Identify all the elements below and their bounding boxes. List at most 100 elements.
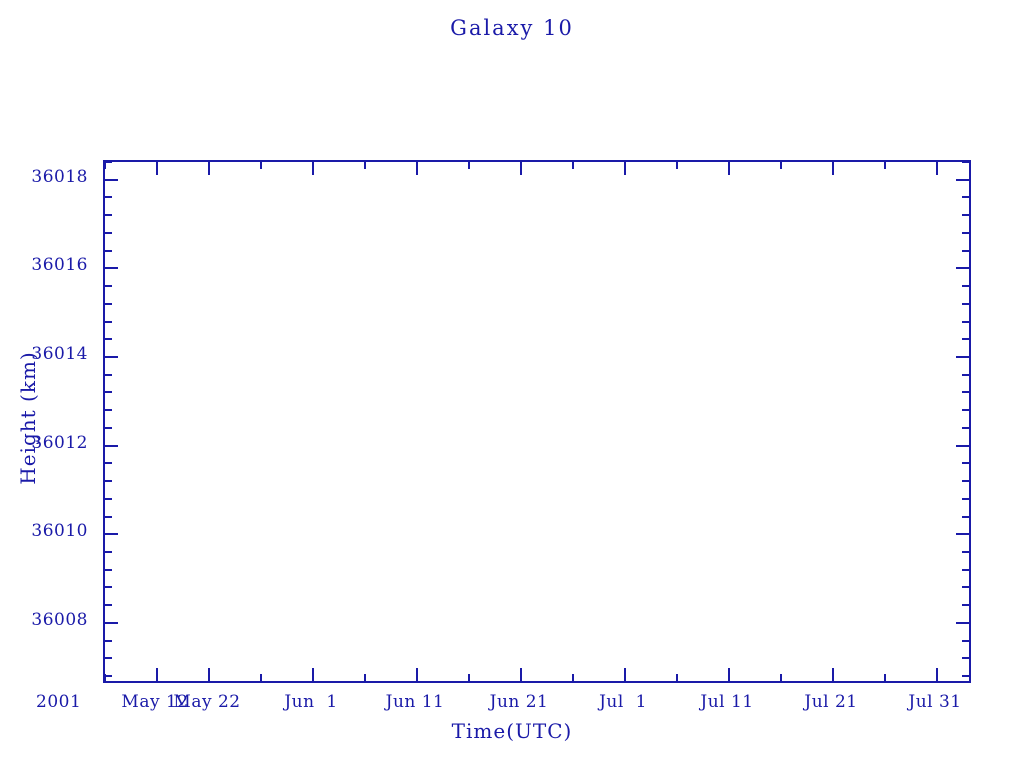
data-series-layer [105,162,969,681]
y-tick-right-minor [962,498,969,500]
x-tick-bottom-major [832,668,834,681]
y-tick-right-minor [962,551,969,553]
x-tick-bottom-minor [364,674,366,681]
y-tick-right-minor [962,374,969,376]
x-tick-label: Jul 31 [908,692,961,712]
x-tick-bottom-major [312,668,314,681]
y-tick-right-minor [962,250,969,252]
x-tick-top-major [208,162,210,175]
x-tick-top-major [936,162,938,175]
y-tick-right-minor [962,657,969,659]
y-tick-label: 36016 [8,255,88,275]
y-tick-left-minor [105,675,112,677]
x-tick-label: Jun 1 [284,692,337,712]
y-tick-left-minor [105,232,112,234]
y-tick-right-minor [962,285,969,287]
y-tick-left-minor [105,640,112,642]
y-tick-left-minor [105,604,112,606]
y-tick-left-minor [105,551,112,553]
y-tick-right-minor [962,303,969,305]
x-tick-label: Jun 11 [386,692,445,712]
y-tick-left-major [105,622,118,624]
x-tick-bottom-major [208,668,210,681]
y-tick-label: 36018 [8,167,88,187]
x-tick-label: Jun 21 [490,692,549,712]
y-tick-left-minor [105,303,112,305]
x-tick-top-minor [104,162,106,169]
y-tick-right-minor [962,427,969,429]
y-tick-left-minor [105,338,112,340]
y-tick-right-minor [962,161,969,163]
y-tick-left-minor [105,250,112,252]
x-tick-bottom-major [156,668,158,681]
x-tick-top-major [520,162,522,175]
x-tick-top-minor [676,162,678,169]
x-axis-title: Time(UTC) [0,719,1024,743]
y-tick-right-minor [962,409,969,411]
y-tick-left-minor [105,586,112,588]
x-tick-top-major [624,162,626,175]
y-tick-left-minor [105,498,112,500]
chart-title: Galaxy 10 [0,16,1024,40]
y-tick-right-minor [962,480,969,482]
y-tick-left-minor [105,462,112,464]
x-tick-top-minor [884,162,886,169]
y-tick-right-minor [962,516,969,518]
y-tick-right-major [956,179,969,181]
x-tick-bottom-major [416,668,418,681]
x-tick-bottom-major [728,668,730,681]
y-tick-left-minor [105,196,112,198]
y-tick-left-minor [105,480,112,482]
plot-area [105,162,969,681]
y-tick-left-minor [105,321,112,323]
x-tick-top-minor [780,162,782,169]
y-tick-left-minor [105,657,112,659]
y-tick-label: 36014 [8,344,88,364]
y-tick-left-minor [105,409,112,411]
y-tick-right-minor [962,391,969,393]
x-tick-bottom-major [520,668,522,681]
chart-page: Galaxy 10 Height (km) Time(UTC) 2001 360… [0,0,1024,768]
x-tick-label: May 22 [173,692,240,712]
y-tick-label: 36012 [8,433,88,453]
y-tick-right-minor [962,675,969,677]
x-tick-top-minor [468,162,470,169]
y-tick-left-major [105,533,118,535]
y-tick-right-minor [962,569,969,571]
y-tick-left-major [105,356,118,358]
x-tick-bottom-minor [780,674,782,681]
y-tick-left-minor [105,374,112,376]
x-tick-bottom-minor [260,674,262,681]
x-tick-bottom-major [936,668,938,681]
x-tick-bottom-minor [884,674,886,681]
y-tick-right-minor [962,214,969,216]
y-tick-label: 36010 [8,521,88,541]
x-tick-top-major [312,162,314,175]
y-tick-label: 36008 [8,610,88,630]
x-tick-label: Jul 1 [599,692,647,712]
x-tick-top-minor [572,162,574,169]
y-tick-right-minor [962,232,969,234]
x-tick-top-major [728,162,730,175]
x-tick-bottom-minor [468,674,470,681]
x-tick-bottom-major [624,668,626,681]
y-tick-right-minor [962,196,969,198]
plot-frame [103,160,971,683]
y-tick-right-major [956,267,969,269]
x-tick-bottom-minor [676,674,678,681]
x-tick-top-major [416,162,418,175]
x-tick-label: Jul 21 [804,692,857,712]
y-tick-right-minor [962,338,969,340]
y-tick-right-major [956,445,969,447]
x-axis-year-label: 2001 [36,692,81,712]
y-tick-left-minor [105,214,112,216]
x-tick-bottom-minor [104,674,106,681]
y-tick-right-minor [962,321,969,323]
y-tick-left-minor [105,391,112,393]
x-tick-top-minor [364,162,366,169]
y-tick-left-minor [105,427,112,429]
y-tick-left-minor [105,516,112,518]
x-tick-top-major [156,162,158,175]
x-tick-top-minor [260,162,262,169]
y-tick-left-major [105,267,118,269]
